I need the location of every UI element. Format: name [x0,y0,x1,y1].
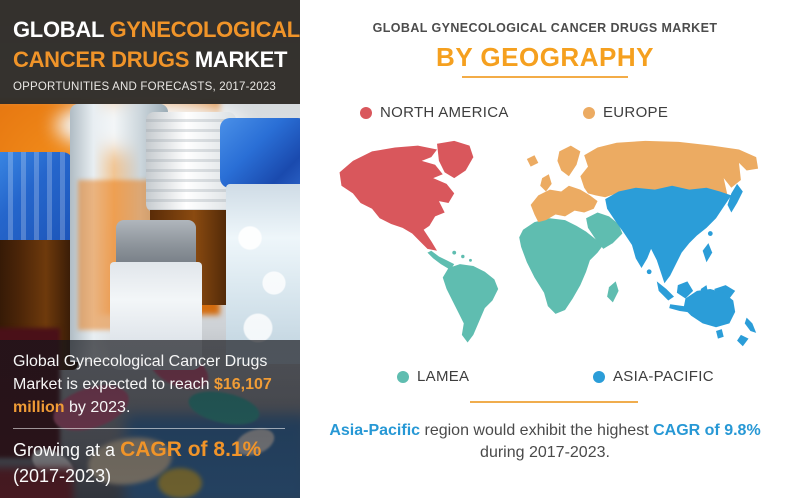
legend-item-europe: EUROPE [583,104,668,121]
footer-text-mid: region would exhibit the highest [420,422,654,439]
world-map-svg [339,140,759,347]
reach-text-pre: Global Gynecological Cancer Drugs Market… [13,353,268,394]
title-underline [462,76,628,78]
legend-item-asia-pacific: ASIA-PACIFIC [593,368,714,385]
legend-item-north-america: NORTH AMERICA [360,104,509,121]
footer-line1: Asia-Pacific region would exhibit the hi… [300,420,790,442]
legend-dot-north-america [360,106,372,119]
photo-frosted-vial-right [226,184,300,364]
title-orange-part: CANCER DRUGS [13,47,190,72]
legend-dot-europe [583,106,595,119]
photo-blue-cap-right [220,118,300,188]
legend-label: NORTH AMERICA [380,104,509,121]
footer-region-highlight: Asia-Pacific [329,422,421,439]
legend-label: ASIA-PACIFIC [613,368,714,385]
growth-text-pre: Growing at a [13,439,121,460]
market-reach-text: Global Gynecological Cancer Drugs Market… [13,350,288,420]
title-banner: GLOBAL GYNECOLOGICAL CANCER DRUGS MARKET… [0,0,300,104]
panel-heading: GLOBAL GYNECOLOGICAL CANCER DRUGS MARKET [372,21,718,35]
reach-value-highlight: $16,107 million [13,376,272,417]
photo-gray-cap-front-vial [116,220,196,266]
map-region-lamea [427,212,623,343]
legend-dot-lamea [397,370,409,383]
stats-banner: Global Gynecological Cancer Drugs Market… [0,340,300,498]
world-map [330,138,760,353]
title-white-part: MARKET [189,47,288,72]
cagr-highlight: CAGR of 8.1% [120,437,262,461]
map-region-europe [526,140,759,223]
main-title-line2: CANCER DRUGS MARKET [13,45,288,75]
legend-dot-asia-pacific [593,370,605,383]
footer-line2: during 2017-2023. [480,444,610,462]
reach-text-post: by 2023. [64,399,131,417]
subtitle: OPPORTUNITIES AND FORECASTS, 2017-2023 [13,81,277,93]
main-title-line1: GLOBAL GYNECOLOGICAL [13,15,300,45]
left-panel: GLOBAL GYNECOLOGICAL CANCER DRUGS MARKET… [0,0,300,498]
divider-line [13,427,285,429]
title-white-part: GLOBAL [13,17,110,42]
geography-panel: GLOBAL GYNECOLOGICAL CANCER DRUGS MARKET… [300,0,790,498]
footer-cagr-highlight: CAGR of 9.8% [653,422,761,439]
footer-divider [470,401,638,403]
map-region-asia-pacific [605,183,757,347]
legend-item-lamea: LAMEA [397,368,469,385]
legend-label: LAMEA [417,368,470,385]
footer-note: Asia-Pacific region would exhibit the hi… [300,420,790,465]
growth-text: Growing at a CAGR of 8.1% [13,438,288,462]
map-region-north-america [339,140,474,251]
photo-blue-cap-left [0,152,74,246]
by-geography-title: BY GEOGRAPHY [436,42,654,72]
legend-label: EUROPE [603,104,669,121]
title-orange-part: GYNECOLOGICAL [109,17,301,42]
growth-years: (2017-2023) [13,465,112,486]
